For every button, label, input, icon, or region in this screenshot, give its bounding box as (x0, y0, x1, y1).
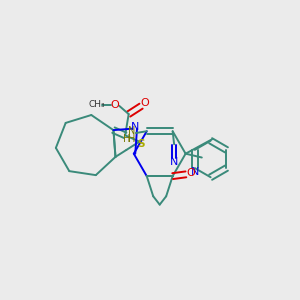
Text: N: N (170, 157, 178, 167)
Text: H: H (128, 134, 135, 144)
Text: N: N (191, 167, 200, 177)
Text: N: N (128, 126, 135, 136)
Text: CH₃: CH₃ (88, 100, 105, 109)
Text: O: O (140, 98, 149, 108)
Text: O: O (187, 168, 196, 178)
Text: S: S (137, 139, 145, 149)
Text: N: N (130, 122, 139, 132)
Text: H: H (123, 134, 130, 144)
Text: O: O (110, 100, 119, 110)
